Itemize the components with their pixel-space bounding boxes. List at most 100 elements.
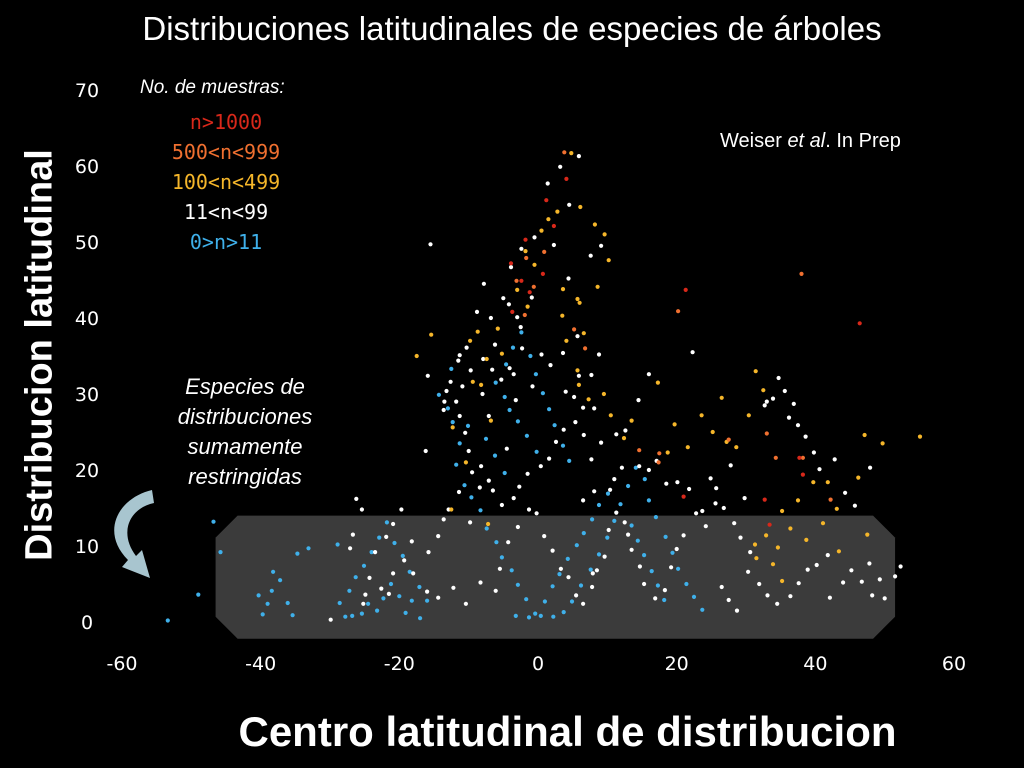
data-point: [539, 352, 544, 357]
data-point: [414, 353, 419, 359]
data-point: [764, 431, 769, 436]
data-point: [800, 472, 806, 477]
data-point: [490, 488, 495, 493]
x-tick-label: 0: [532, 653, 544, 675]
credit-etal: et al: [787, 130, 826, 152]
data-point: [555, 209, 560, 214]
data-point: [499, 502, 504, 508]
data-point: [558, 566, 564, 571]
data-point: [825, 553, 830, 558]
data-point: [595, 284, 600, 289]
data-point: [377, 535, 382, 540]
data-point: [657, 451, 662, 456]
data-point: [614, 432, 619, 437]
data-point: [540, 391, 546, 396]
data-point: [581, 601, 586, 606]
data-point: [466, 448, 471, 454]
data-point: [732, 521, 737, 526]
data-point: [642, 553, 647, 558]
data-point: [484, 526, 489, 531]
data-point: [436, 534, 441, 539]
data-point: [462, 483, 467, 488]
data-point: [457, 353, 462, 358]
data-point: [581, 331, 586, 336]
data-point: [799, 271, 804, 276]
data-point: [509, 568, 514, 573]
data-point: [532, 235, 537, 240]
data-point: [508, 261, 514, 266]
data-point: [791, 401, 796, 406]
x-axis-label: Centro latitudinal de distribucion: [238, 708, 897, 755]
data-point: [540, 271, 546, 276]
data-point: [669, 565, 674, 570]
data-point: [710, 429, 715, 435]
data-point: [428, 242, 433, 247]
data-point: [867, 561, 872, 566]
data-point: [599, 440, 604, 445]
data-point: [513, 613, 518, 619]
data-point: [514, 278, 519, 283]
data-point: [566, 276, 571, 281]
y-tick-label: 40: [75, 308, 99, 330]
data-point: [515, 524, 521, 530]
data-point: [361, 563, 367, 568]
data-point: [359, 507, 364, 512]
data-point: [676, 309, 681, 314]
data-point: [700, 607, 705, 612]
data-point: [868, 465, 873, 470]
data-point: [507, 366, 512, 371]
data-point: [542, 534, 547, 539]
data-point: [502, 470, 507, 476]
data-point: [676, 566, 681, 571]
data-point: [517, 484, 522, 489]
data-point: [511, 372, 516, 377]
data-point: [573, 420, 578, 425]
data-point: [542, 249, 547, 254]
data-point: [532, 262, 537, 267]
data-point: [519, 330, 524, 335]
data-point: [590, 517, 595, 522]
data-point: [260, 612, 265, 617]
data-point: [764, 399, 769, 404]
data-point: [742, 496, 747, 501]
data-point: [849, 568, 854, 573]
data-point: [734, 608, 740, 613]
data-point: [502, 394, 507, 400]
data-point: [526, 615, 532, 620]
data-point: [764, 533, 769, 538]
data-point: [577, 300, 582, 305]
data-point: [685, 445, 690, 450]
data-point: [572, 394, 577, 400]
data-point: [551, 614, 556, 619]
data-point: [481, 356, 486, 362]
restricted-range-highlight-box: [215, 515, 896, 639]
data-point: [780, 508, 785, 514]
data-point: [893, 574, 898, 579]
data-point: [754, 556, 759, 561]
data-point: [269, 588, 274, 593]
y-axis-label: Distribucion latitudinal: [18, 149, 61, 561]
data-point: [508, 265, 514, 270]
data-point: [773, 455, 778, 460]
data-point: [384, 520, 389, 525]
data-point: [354, 496, 359, 501]
y-tick-label: 10: [75, 536, 99, 558]
data-point: [683, 287, 688, 292]
data-point: [457, 441, 462, 446]
chart-title: Distribuciones latitudinales de especies…: [142, 10, 882, 47]
data-point: [574, 593, 579, 598]
y-tick-label: 60: [75, 156, 99, 178]
data-point: [653, 515, 659, 520]
data-point: [753, 369, 758, 374]
data-point: [662, 588, 668, 593]
data-point: [196, 592, 201, 597]
data-point: [574, 543, 579, 548]
data-point: [499, 351, 504, 356]
data-point: [841, 580, 846, 585]
data-point: [581, 498, 586, 503]
data-point: [612, 518, 617, 524]
data-point: [558, 164, 563, 169]
data-point: [538, 613, 543, 619]
data-point: [499, 377, 504, 382]
data-point: [256, 593, 261, 598]
